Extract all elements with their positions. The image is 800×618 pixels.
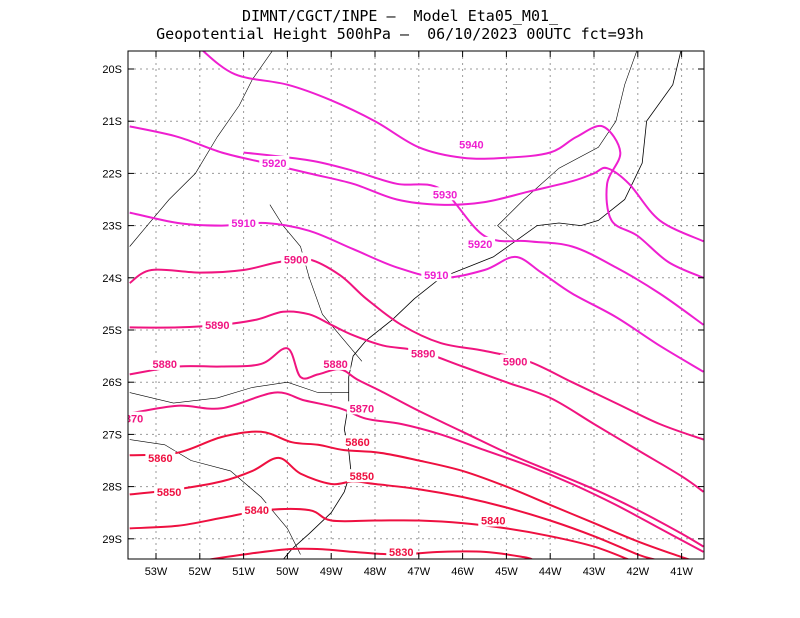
contour-label: 5930 bbox=[433, 189, 457, 201]
lon-label: 51W bbox=[232, 566, 255, 578]
title-line-2: Geopotential Height 500hPa — 06/10/2023 … bbox=[156, 25, 644, 43]
contour-label: 5840 bbox=[481, 516, 505, 528]
lat-label: 28S bbox=[102, 482, 122, 494]
lat-label: 25S bbox=[102, 325, 122, 337]
lon-label: 45W bbox=[495, 566, 518, 578]
contour-label: 5910 bbox=[231, 218, 255, 230]
contour-label: 5890 bbox=[205, 320, 229, 332]
contour-label-bg bbox=[241, 503, 272, 517]
lon-label: 42W bbox=[626, 566, 649, 578]
contour-label-bg bbox=[421, 268, 452, 282]
state-border bbox=[497, 51, 638, 242]
contour-label: 5860 bbox=[345, 437, 369, 449]
contour-label: 870 bbox=[125, 414, 143, 426]
contour-label: 5880 bbox=[153, 359, 177, 371]
lon-label: 41W bbox=[670, 566, 693, 578]
contour-label: 5900 bbox=[503, 356, 527, 368]
lon-label: 46W bbox=[451, 566, 474, 578]
contour-label-bg bbox=[346, 469, 377, 483]
contour-5830 bbox=[208, 547, 534, 559]
state-border bbox=[129, 439, 301, 555]
lon-label: 50W bbox=[276, 566, 299, 578]
contour-5870 bbox=[129, 391, 704, 553]
contour-label: 5860 bbox=[148, 453, 172, 465]
contour-label: 5900 bbox=[284, 255, 308, 267]
contour-label-bg bbox=[202, 317, 233, 331]
lat-label: 29S bbox=[102, 534, 122, 546]
lon-label: 47W bbox=[407, 566, 430, 578]
lon-label: 44W bbox=[539, 566, 562, 578]
contour-label-bg bbox=[228, 215, 259, 229]
contour-label: 5840 bbox=[244, 505, 268, 517]
contour-label-bg bbox=[145, 450, 176, 464]
latitude-labels: 20S 21S 22S 23S 24S 25S 26S 27S 28S 29S bbox=[102, 64, 122, 546]
contour-5840 bbox=[129, 507, 630, 559]
contour-label-bg bbox=[346, 401, 377, 415]
contour-label-bg bbox=[430, 187, 461, 201]
coastline bbox=[283, 51, 682, 559]
contour-label: 5890 bbox=[411, 348, 435, 360]
contour-labels: 5940 5930 5920 5920 5910 5910 5900 5900 5890 5890… bbox=[125, 137, 531, 559]
contour-layer bbox=[129, 51, 704, 559]
contour-label: 5910 bbox=[424, 270, 448, 282]
lon-label: 52W bbox=[188, 566, 211, 578]
map-frame bbox=[127, 50, 705, 560]
lat-label: 27S bbox=[102, 429, 122, 441]
contour-label: 5830 bbox=[389, 547, 413, 559]
lat-label: 21S bbox=[102, 116, 122, 128]
contour-5850 bbox=[129, 456, 656, 559]
contour-5920 bbox=[243, 151, 704, 326]
lon-label: 49W bbox=[320, 566, 343, 578]
contour-label: 5920 bbox=[262, 158, 286, 170]
contour-label: 5920 bbox=[468, 239, 492, 251]
contour-5940 bbox=[201, 51, 704, 279]
contour-label-bg bbox=[128, 411, 146, 425]
contour-label-bg bbox=[320, 356, 351, 370]
lon-label: 53W bbox=[145, 566, 168, 578]
contour-label: 5880 bbox=[323, 359, 347, 371]
contour-label: 5870 bbox=[350, 403, 374, 415]
contour-label-bg bbox=[386, 544, 417, 558]
contour-label-bg bbox=[342, 435, 373, 449]
contour-5890 bbox=[129, 310, 704, 493]
lat-label: 24S bbox=[102, 273, 122, 285]
contour-5880 bbox=[129, 347, 704, 548]
contour-label-bg bbox=[149, 356, 180, 370]
contour-label-bg bbox=[281, 252, 312, 266]
title-line-1: DIMNT/CGCT/INPE — Model Eta05_M01_ bbox=[241, 7, 559, 25]
contour-5930 bbox=[129, 125, 704, 243]
lon-label: 43W bbox=[583, 566, 606, 578]
contour-label: 5850 bbox=[350, 471, 374, 483]
contour-5900 bbox=[129, 257, 704, 441]
state-border bbox=[129, 381, 349, 404]
axis-ticks bbox=[128, 51, 704, 559]
lat-label: 26S bbox=[102, 377, 122, 389]
contour-label-bg bbox=[456, 137, 487, 151]
contour-label-bg bbox=[500, 354, 531, 368]
longitude-labels: 53W 52W 51W 50W 49W 48W 47W 46W 45W 44W 43W 42W 41W bbox=[145, 566, 694, 578]
state-border bbox=[129, 51, 273, 247]
contour-label: 5940 bbox=[459, 140, 483, 152]
contour-5860 bbox=[129, 430, 691, 559]
contour-label: 5850 bbox=[157, 487, 181, 499]
lon-label: 48W bbox=[364, 566, 387, 578]
contour-label-bg bbox=[465, 236, 496, 250]
contour-label-bg bbox=[154, 484, 185, 498]
contour-label-bg bbox=[478, 513, 509, 527]
lat-label: 20S bbox=[102, 64, 122, 76]
contour-label-bg bbox=[408, 346, 439, 360]
contour-label-bg bbox=[259, 155, 290, 169]
lat-label: 23S bbox=[102, 221, 122, 233]
grid-lines bbox=[128, 51, 704, 559]
lat-label: 22S bbox=[102, 168, 122, 180]
